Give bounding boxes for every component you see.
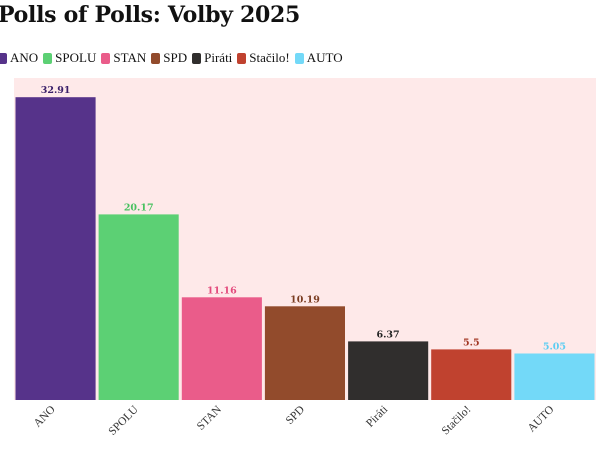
x-tick-label: Piráti: [364, 404, 390, 430]
legend-item: SPD: [151, 50, 187, 66]
legend-item: AUTO: [294, 50, 343, 66]
x-tick-label: STAN: [195, 403, 225, 433]
legend-label: SPOLU: [55, 50, 97, 65]
bar-stan: [181, 297, 262, 400]
legend-label: ANO: [10, 50, 39, 65]
x-tick-label: AUTO: [526, 404, 557, 435]
data-label: 5.05: [543, 342, 566, 353]
legend-item: ANO: [0, 50, 38, 66]
data-label: 5.5: [463, 337, 480, 348]
legend-label: Stačilo!: [249, 50, 290, 65]
legend: ANO SPOLU STAN SPD Piráti Stačilo! AUTO: [0, 50, 348, 66]
legend-swatch: [192, 52, 202, 64]
legend-swatch: [0, 52, 7, 64]
data-label: 20.17: [124, 202, 154, 213]
legend-swatch: [101, 52, 111, 64]
legend-item: SPOLU: [43, 50, 96, 66]
legend-label: SPD: [163, 50, 188, 65]
bar-auto: [514, 353, 595, 400]
legend-label: Piráti: [204, 50, 233, 65]
bar-spolu: [98, 214, 179, 400]
data-label: 10.19: [290, 294, 320, 305]
legend-swatch: [43, 52, 53, 64]
bar-stačilo!: [431, 349, 512, 400]
legend-item: STAN: [101, 50, 146, 66]
data-label: 6.37: [377, 329, 400, 340]
x-tick-label: ANO: [32, 404, 58, 430]
data-label: 11.16: [207, 285, 237, 296]
legend-swatch: [294, 52, 304, 64]
legend-item: Piráti: [192, 50, 232, 66]
bar-ano: [15, 97, 96, 400]
legend-swatch: [237, 52, 247, 64]
x-tick-label: Stačilo!: [440, 404, 474, 438]
x-tick-label: SPOLU: [107, 403, 142, 438]
x-tick-label: SPD: [284, 404, 307, 427]
legend-label: AUTO: [306, 50, 343, 65]
legend-item: Stačilo!: [237, 50, 290, 66]
bar-spd: [264, 306, 345, 400]
legend-swatch: [151, 52, 161, 64]
legend-label: STAN: [113, 50, 147, 65]
chart-title: Polls of Polls: Volby 2025: [0, 2, 301, 28]
bar-piráti: [348, 341, 429, 400]
data-label: 32.91: [41, 85, 71, 96]
